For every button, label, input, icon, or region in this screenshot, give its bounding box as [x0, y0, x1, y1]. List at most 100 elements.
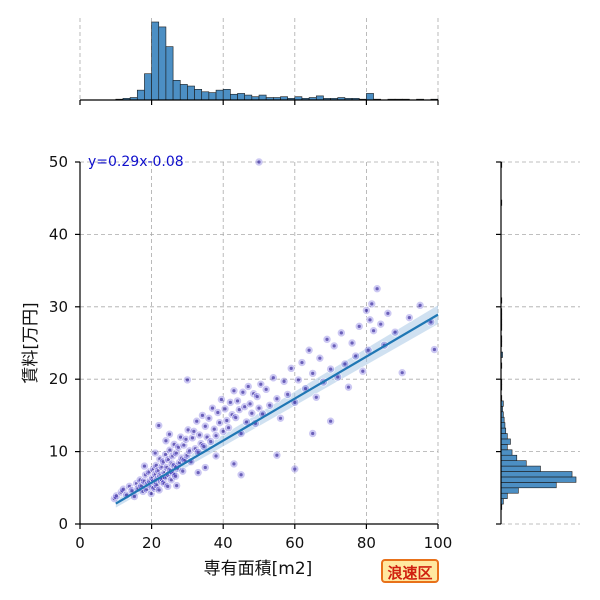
x-tick-label: 0: [75, 534, 85, 552]
scatter-point-core: [329, 419, 333, 423]
scatter-point-core: [268, 403, 272, 407]
scatter-point-core: [166, 484, 170, 488]
scatter-point-core: [154, 463, 158, 467]
histogram-bar-y: [500, 427, 507, 434]
histogram-bar-x: [179, 84, 188, 101]
scatter-point-core: [311, 431, 315, 436]
scatter-point-core: [366, 348, 370, 352]
scatter-point-core: [232, 389, 236, 393]
scatter-point-core: [196, 470, 200, 475]
histogram-bar-x: [230, 93, 238, 101]
scatter-point-core: [193, 447, 197, 451]
histogram-bar-x: [165, 46, 174, 101]
scatter-point-core: [370, 302, 374, 306]
scatter-point-core: [130, 489, 134, 493]
scatter-point-core: [192, 429, 196, 433]
scatter-point-core: [241, 390, 245, 394]
scatter-point-core: [296, 378, 300, 382]
scatter-point-core: [386, 311, 390, 315]
scatter-point-core: [237, 408, 241, 412]
scatter-point-core: [286, 392, 290, 397]
scatter-point-core: [184, 437, 188, 441]
scatter-point-core: [350, 341, 354, 345]
scatter-point-core: [212, 427, 216, 431]
scatter-point-core: [157, 423, 161, 428]
scatter-point-core: [185, 378, 189, 382]
scatter-point-core: [339, 331, 343, 335]
histogram-bar-y: [500, 492, 508, 499]
scatter-point-core: [141, 489, 145, 494]
histogram-bar-x: [151, 21, 160, 101]
y-tick-label: 20: [49, 370, 68, 388]
x-tick-label: 20: [142, 534, 161, 552]
scatter-point-core: [132, 494, 137, 499]
histogram-bar-y: [500, 471, 573, 478]
histogram-bar-x: [315, 95, 324, 101]
scatter-point-core: [158, 457, 162, 461]
scatter-point-core: [186, 428, 190, 432]
scatter-point-core: [183, 458, 187, 462]
scatter-point-core: [230, 413, 234, 417]
scatter-point-core: [257, 160, 261, 164]
equation-label: y=0.29x-0.08: [88, 154, 184, 170]
scatter-point-core: [255, 394, 259, 399]
scatter-point-core: [178, 435, 183, 439]
scatter-point-core: [142, 479, 147, 483]
histogram-bar-x: [158, 26, 167, 101]
scatter-point-core: [162, 481, 166, 486]
scatter-point-core: [307, 348, 311, 352]
scatter-point-core: [357, 324, 361, 328]
histogram-bar-x: [222, 89, 231, 101]
scatter-point-core: [429, 320, 433, 324]
scatter-point-core: [407, 316, 411, 320]
scatter-points: [110, 157, 439, 503]
scatter-point-core: [157, 488, 161, 492]
histogram-bar-y: [500, 438, 511, 445]
scatter-point-core: [164, 439, 168, 443]
x-tick-label: 80: [357, 534, 376, 552]
scatter-point-core: [275, 397, 279, 401]
scatter-point-core: [289, 366, 293, 370]
scatter-point-core: [187, 449, 192, 453]
scatter-point-core: [221, 429, 225, 433]
scatter-point-core: [371, 329, 376, 333]
scatter-point-core: [318, 356, 322, 360]
axes: [75, 99, 502, 529]
x-tick-label: 100: [424, 534, 453, 552]
scatter-point-core: [205, 435, 209, 439]
scatter-point-core: [228, 400, 232, 404]
scatter-point-core: [232, 462, 236, 466]
scatter-point-core: [173, 464, 177, 468]
histogram-bar-y: [500, 487, 519, 494]
scatter-point-core: [190, 436, 195, 440]
y-tick-label: 40: [49, 225, 68, 243]
regression-line-path: [115, 313, 439, 505]
x-axis-label: 専有面積[m2]: [204, 559, 313, 579]
histogram-bar-y: [500, 454, 518, 461]
scatter-point-core: [336, 375, 340, 379]
y-tick-label: 30: [49, 298, 68, 316]
scatter-point-core: [197, 433, 202, 437]
histogram-bar-x: [215, 89, 224, 101]
scatter-point-core: [182, 443, 186, 447]
scatter-point-core: [332, 344, 336, 348]
scatter-point-core: [149, 491, 153, 496]
scatter-point-core: [143, 473, 148, 477]
scatter-point-core: [202, 444, 206, 449]
scatter-point-core: [311, 371, 315, 376]
histogram-bar-x: [208, 92, 217, 101]
histogram-bar-y: [500, 465, 541, 472]
scatter-point-core: [207, 416, 211, 420]
scatter-point-core: [195, 419, 199, 423]
scatter-point-core: [175, 484, 179, 488]
histogram-bar-y: [500, 482, 557, 489]
scatter-point-core: [418, 303, 422, 307]
scatter-point-core: [346, 385, 351, 389]
district-badge: 浪速区: [381, 559, 439, 583]
scatter-point-core: [161, 460, 166, 464]
histogram-bar-x: [258, 94, 267, 101]
scatter-point-core: [343, 362, 347, 366]
scatter-point-core: [173, 474, 178, 478]
regression-line: [115, 313, 439, 505]
scatter-point-core: [203, 424, 207, 428]
